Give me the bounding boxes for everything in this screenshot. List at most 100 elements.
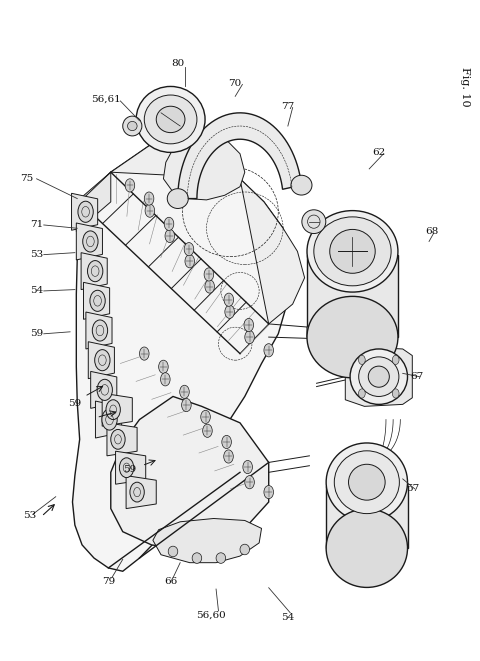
Ellipse shape: [144, 95, 197, 144]
Ellipse shape: [240, 544, 250, 555]
Ellipse shape: [125, 178, 135, 192]
Ellipse shape: [291, 175, 312, 195]
Ellipse shape: [348, 464, 385, 500]
Ellipse shape: [130, 483, 144, 502]
Ellipse shape: [302, 210, 326, 233]
Polygon shape: [111, 397, 269, 549]
Ellipse shape: [392, 389, 399, 398]
Text: 59: 59: [123, 465, 136, 473]
Ellipse shape: [111, 430, 125, 449]
Text: 59: 59: [30, 329, 43, 338]
Polygon shape: [116, 451, 146, 485]
Polygon shape: [88, 342, 114, 379]
Ellipse shape: [97, 379, 112, 401]
Text: 59: 59: [68, 399, 82, 408]
Ellipse shape: [123, 116, 142, 136]
Ellipse shape: [330, 229, 375, 273]
Text: 56,61: 56,61: [91, 95, 121, 104]
Text: 80: 80: [171, 59, 184, 68]
Ellipse shape: [203, 424, 212, 438]
Ellipse shape: [201, 410, 210, 424]
Ellipse shape: [83, 231, 98, 252]
Ellipse shape: [184, 243, 194, 256]
Ellipse shape: [164, 217, 174, 231]
Ellipse shape: [225, 305, 234, 319]
Ellipse shape: [314, 217, 391, 286]
Ellipse shape: [106, 400, 120, 420]
Ellipse shape: [359, 355, 365, 364]
Ellipse shape: [359, 389, 365, 398]
Text: 56,60: 56,60: [196, 611, 226, 620]
Ellipse shape: [224, 293, 234, 306]
Ellipse shape: [136, 87, 205, 153]
Ellipse shape: [140, 347, 149, 360]
Ellipse shape: [326, 509, 408, 588]
Polygon shape: [153, 518, 262, 563]
Ellipse shape: [205, 280, 215, 293]
Ellipse shape: [168, 546, 178, 557]
Ellipse shape: [95, 350, 110, 371]
Ellipse shape: [120, 458, 134, 478]
Ellipse shape: [216, 553, 226, 563]
Text: 62: 62: [372, 148, 385, 157]
Polygon shape: [81, 253, 107, 290]
Ellipse shape: [160, 373, 170, 386]
Ellipse shape: [156, 106, 185, 133]
Polygon shape: [72, 126, 290, 571]
Text: 71: 71: [30, 221, 43, 229]
Ellipse shape: [145, 204, 155, 217]
Polygon shape: [76, 173, 111, 231]
Ellipse shape: [92, 320, 108, 341]
Ellipse shape: [165, 229, 175, 243]
Ellipse shape: [144, 192, 154, 205]
Ellipse shape: [185, 254, 194, 268]
Text: 79: 79: [102, 576, 115, 586]
Text: 54: 54: [30, 286, 43, 295]
Ellipse shape: [243, 461, 252, 474]
Polygon shape: [102, 393, 132, 426]
Polygon shape: [91, 371, 117, 408]
Ellipse shape: [204, 268, 214, 281]
Ellipse shape: [181, 399, 191, 412]
Ellipse shape: [158, 360, 168, 373]
Text: 70: 70: [228, 79, 242, 88]
Ellipse shape: [222, 436, 231, 449]
Ellipse shape: [326, 443, 408, 522]
Ellipse shape: [392, 355, 399, 364]
Text: 57: 57: [406, 485, 419, 493]
Ellipse shape: [368, 366, 389, 387]
Polygon shape: [126, 476, 156, 508]
Polygon shape: [96, 401, 121, 438]
Ellipse shape: [264, 486, 274, 498]
Polygon shape: [86, 312, 112, 349]
Text: 66: 66: [164, 576, 177, 586]
Polygon shape: [326, 486, 408, 548]
Polygon shape: [111, 126, 305, 324]
Polygon shape: [178, 113, 301, 198]
Ellipse shape: [102, 409, 117, 430]
Polygon shape: [72, 193, 97, 230]
Ellipse shape: [224, 450, 233, 463]
Ellipse shape: [192, 553, 202, 563]
Polygon shape: [307, 316, 384, 345]
Polygon shape: [84, 282, 109, 319]
Ellipse shape: [128, 122, 137, 131]
Ellipse shape: [307, 296, 398, 378]
Ellipse shape: [78, 201, 93, 222]
Ellipse shape: [167, 188, 188, 208]
Ellipse shape: [87, 260, 103, 282]
Ellipse shape: [180, 385, 189, 399]
Polygon shape: [76, 223, 102, 260]
Ellipse shape: [244, 319, 253, 332]
Ellipse shape: [245, 330, 254, 344]
Ellipse shape: [307, 211, 398, 292]
Ellipse shape: [334, 451, 399, 514]
Text: 54: 54: [281, 613, 295, 622]
Text: 53: 53: [30, 250, 43, 259]
Ellipse shape: [350, 349, 408, 405]
Text: 75: 75: [20, 175, 34, 183]
Text: 67: 67: [410, 372, 424, 381]
Text: 53: 53: [23, 511, 36, 520]
Ellipse shape: [245, 476, 254, 488]
Ellipse shape: [264, 344, 274, 357]
